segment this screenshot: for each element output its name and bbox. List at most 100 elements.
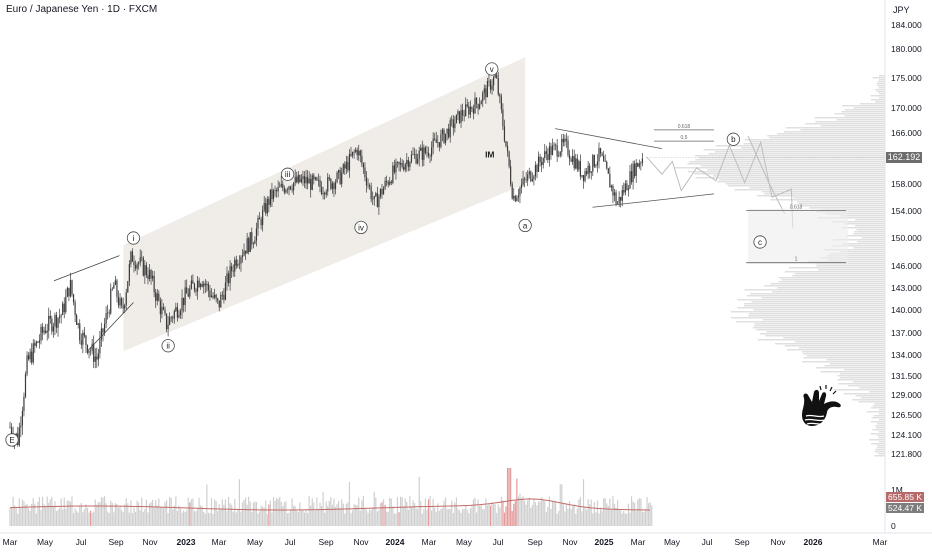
- profile-bar: [762, 319, 885, 321]
- profile-bar: [756, 195, 885, 197]
- volume-bar: [457, 508, 459, 526]
- candle-body: [429, 155, 431, 157]
- candle-body: [373, 196, 375, 200]
- candle-body: [595, 165, 597, 167]
- candle-body: [122, 305, 124, 309]
- candle-body: [72, 294, 75, 303]
- candle-body: [417, 159, 419, 164]
- candle-body: [195, 289, 197, 292]
- profile-bar: [748, 315, 885, 317]
- volume-bar: [493, 504, 495, 526]
- candle-body: [443, 129, 445, 143]
- volume-bar: [489, 505, 492, 526]
- wave-label-circle: [354, 220, 368, 235]
- volume-bar: [21, 499, 23, 526]
- candle-body: [409, 162, 411, 168]
- volume-bar: [421, 513, 423, 526]
- candle-body: [593, 155, 595, 167]
- candle-body: [570, 159, 572, 162]
- candle-body: [319, 179, 321, 187]
- y-tick-label: 140.000: [891, 305, 922, 315]
- volume-bar: [389, 497, 391, 526]
- y-tick-label: 143.000: [891, 283, 922, 293]
- candle-body: [82, 332, 84, 345]
- profile-bar: [715, 151, 885, 153]
- candle-body: [9, 427, 11, 428]
- profile-bar: [841, 227, 885, 229]
- volume-bar: [581, 511, 583, 526]
- volume-bar: [522, 496, 524, 526]
- volume-bar: [485, 498, 487, 526]
- profile-bar: [687, 163, 885, 165]
- volume-bar: [272, 497, 275, 526]
- candle-body: [111, 288, 113, 290]
- volume-bar: [338, 500, 340, 526]
- profile-bar: [875, 449, 885, 451]
- volume-bar: [432, 498, 434, 526]
- candle-body: [34, 343, 36, 346]
- volume-bar: [165, 500, 168, 526]
- profile-bar: [806, 355, 885, 357]
- volume-bar: [246, 504, 248, 526]
- profile-bar: [879, 93, 885, 95]
- candle-body: [491, 85, 493, 90]
- volume-bar: [455, 497, 457, 526]
- volume-bar: [565, 504, 568, 526]
- profile-bar: [753, 309, 885, 311]
- profile-bar: [707, 169, 885, 171]
- profile-bar: [695, 159, 885, 161]
- volume-bar: [263, 507, 265, 526]
- volume-bar: [524, 500, 526, 526]
- candle-body: [276, 190, 278, 192]
- volume-bar: [396, 497, 399, 526]
- candle-body: [330, 178, 332, 189]
- volume-bar: [586, 509, 588, 526]
- candle-body: [516, 197, 518, 202]
- volume-bar: [248, 496, 250, 526]
- wave-label-circle: [126, 231, 141, 245]
- candle-body: [83, 332, 85, 336]
- profile-bar: [801, 205, 885, 207]
- profile-bar: [870, 443, 885, 445]
- volume-bar: [559, 484, 561, 526]
- candle-body: [353, 151, 355, 153]
- volume-bar: [579, 496, 581, 526]
- candle-body: [20, 425, 22, 428]
- y-tick-label: 129.000: [891, 390, 922, 400]
- volume-bar: [369, 509, 371, 526]
- candle-body: [274, 190, 276, 191]
- candle-body: [251, 232, 253, 245]
- volume-bar: [325, 501, 327, 526]
- profile-bar: [744, 139, 885, 141]
- profile-bar: [870, 421, 885, 423]
- profile-bar: [727, 185, 885, 187]
- x-tick-label: 2025: [595, 537, 614, 547]
- profile-bar: [853, 233, 885, 235]
- volume-bar: [435, 511, 437, 526]
- volume-bar: [131, 513, 134, 526]
- candle-body: [108, 312, 110, 314]
- volume-bar: [210, 498, 213, 526]
- volume-bar: [105, 503, 107, 526]
- candle-body: [395, 162, 397, 173]
- candle-body: [568, 155, 571, 160]
- volume-bar: [336, 504, 338, 526]
- volume-bar: [648, 503, 650, 526]
- profile-bar: [796, 201, 885, 203]
- candle-body: [361, 155, 363, 164]
- volume-bar: [320, 505, 323, 526]
- profile-bar: [873, 415, 885, 417]
- wave-label-v: v: [490, 65, 494, 74]
- candle-body: [54, 315, 56, 327]
- volume-bar: [74, 508, 76, 526]
- volume-bar: [519, 493, 521, 526]
- candle-body: [427, 152, 430, 156]
- volume-bar: [192, 498, 194, 526]
- y-tick-label: 126.500: [891, 410, 922, 420]
- volume-bar: [334, 506, 337, 526]
- candle-body: [60, 314, 62, 317]
- volume-bar: [237, 509, 239, 526]
- profile-bar: [744, 305, 885, 307]
